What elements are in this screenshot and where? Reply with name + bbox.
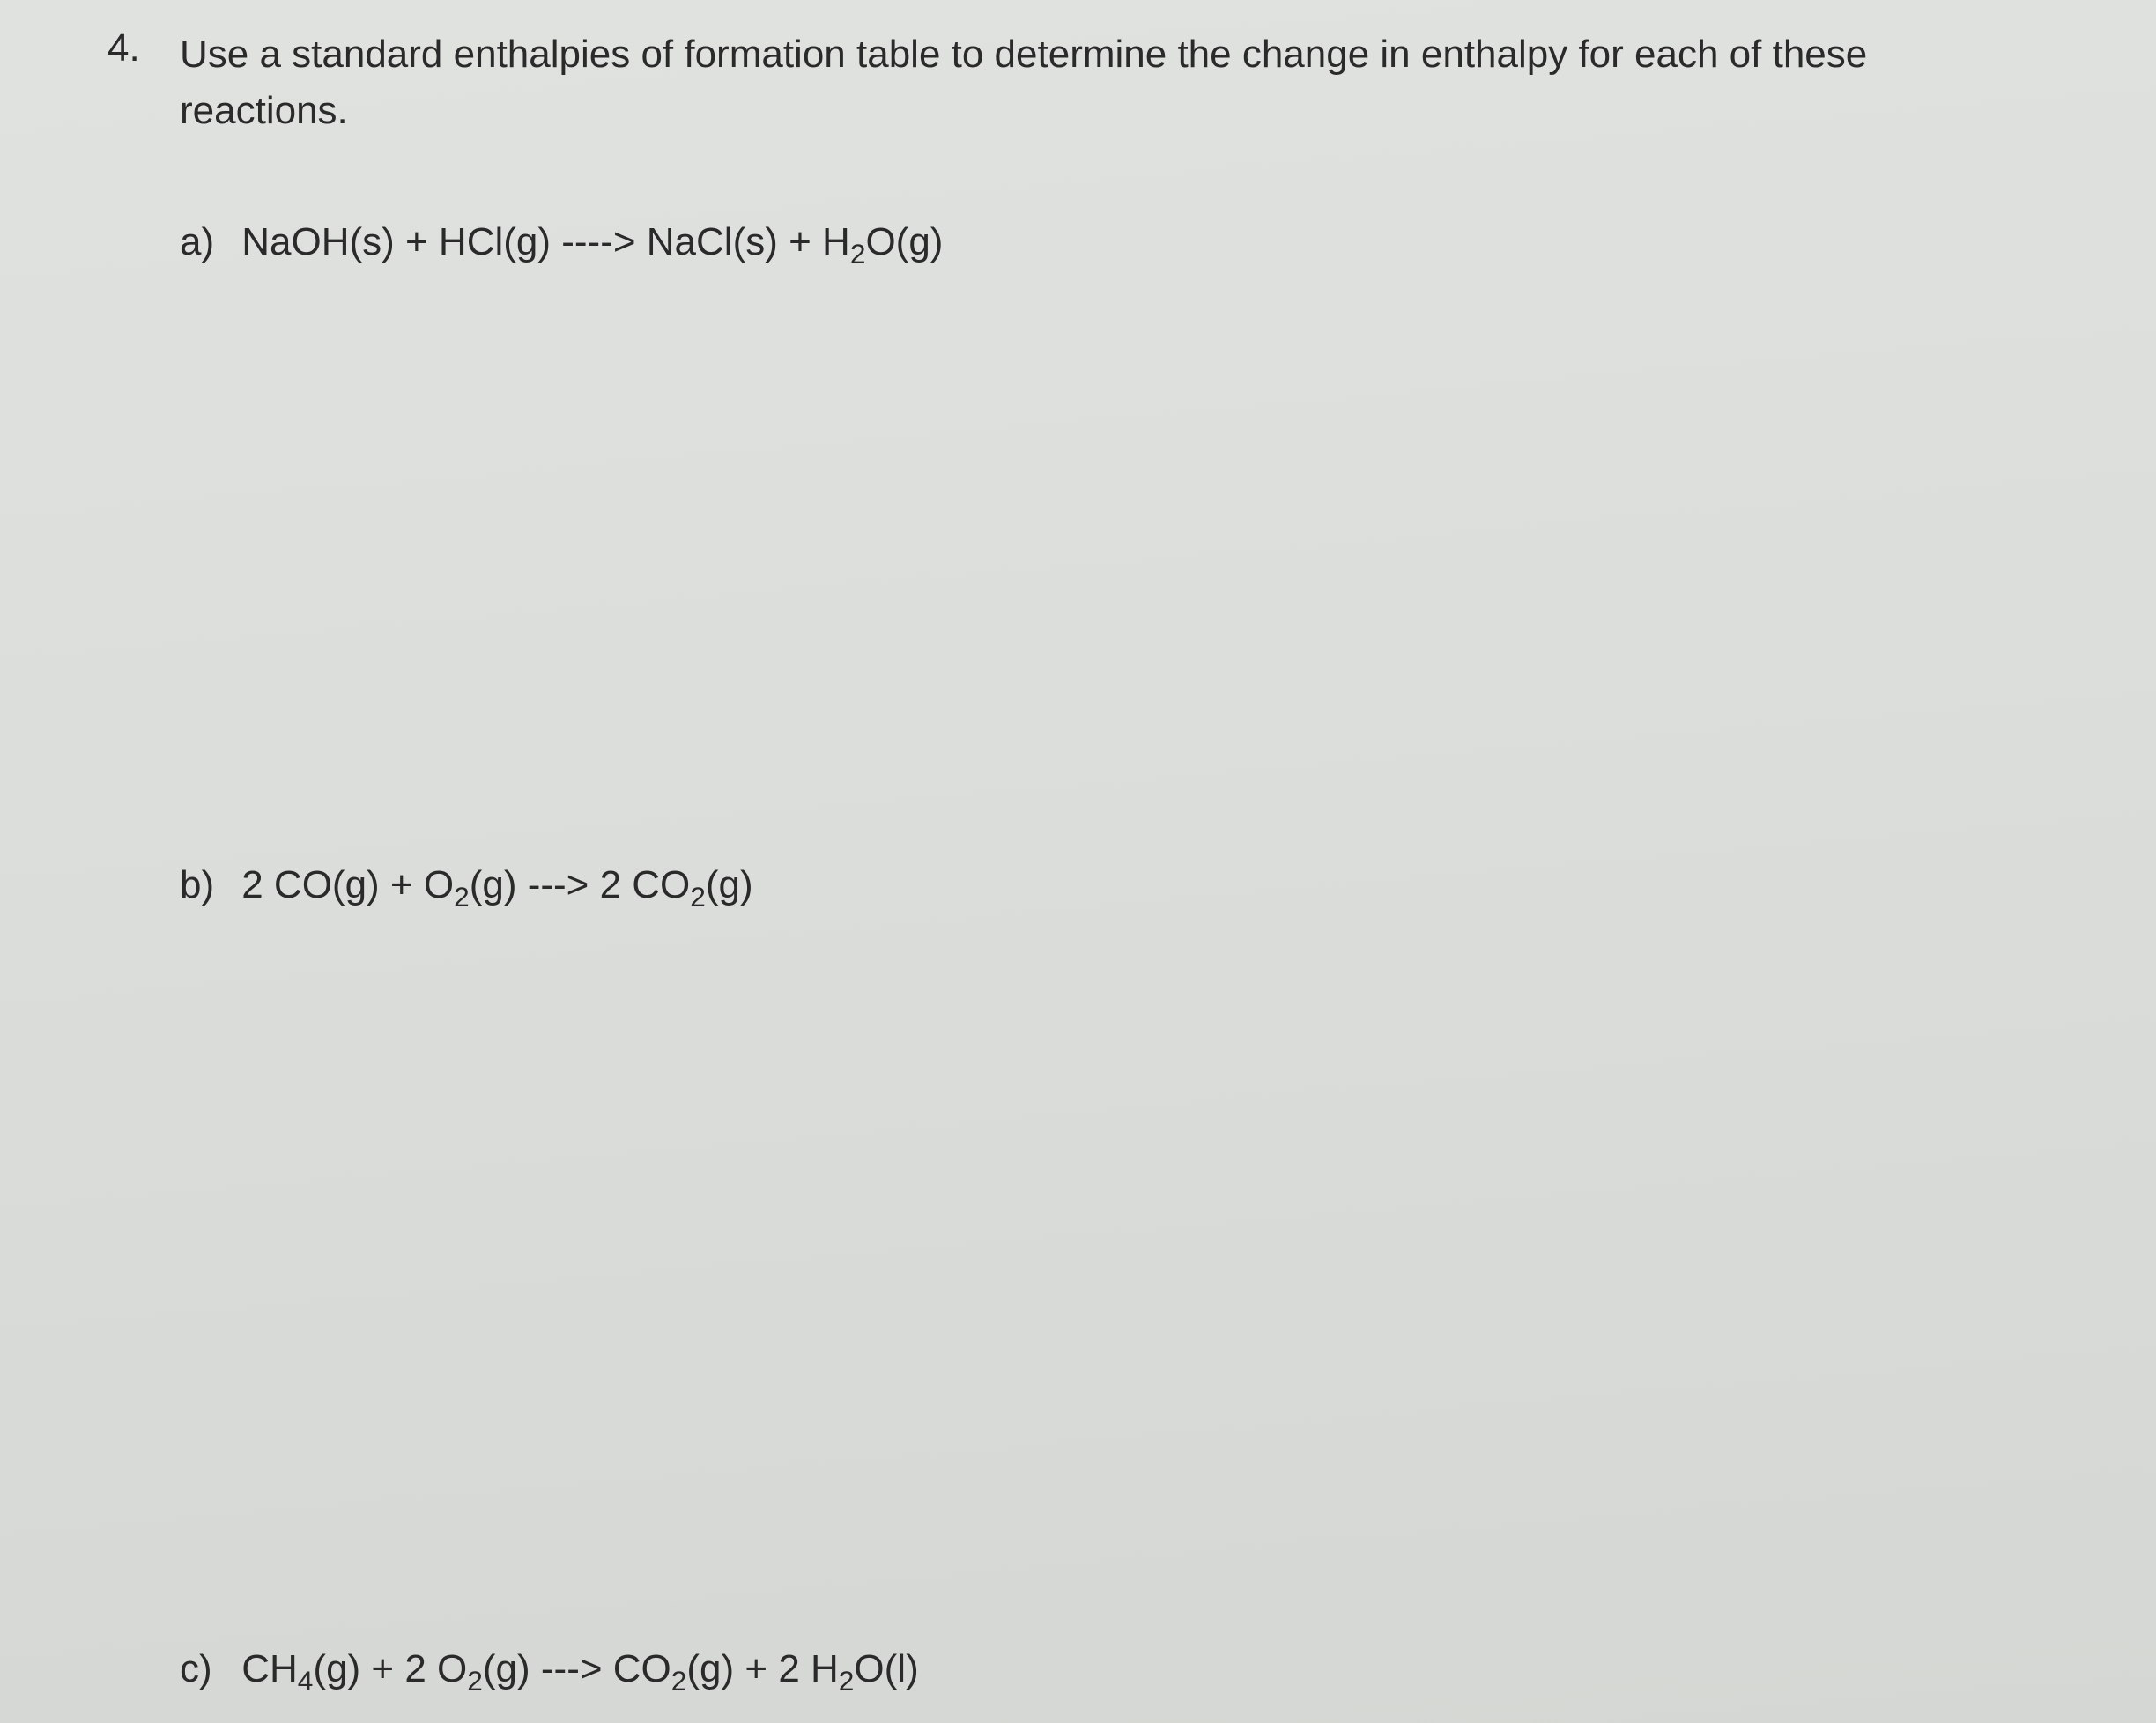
part-c-equation: CH4(g) + 2 O2(g) ---> CO2(g) + 2 H2O(l) [241, 1647, 919, 1690]
part-b-suffix: (g) [706, 863, 753, 906]
question-prompt: Use a standard enthalpies of formation t… [180, 26, 2012, 139]
part-c-mid2: (g) ---> CO [483, 1647, 671, 1690]
part-c-sub1: 4 [298, 1665, 314, 1697]
part-b: b) 2 CO(g) + O2(g) ---> 2 CO2(g) [180, 863, 753, 907]
part-a-sub1: 2 [850, 238, 866, 270]
part-c-mid3: (g) + 2 H [686, 1647, 838, 1690]
part-c: c) CH4(g) + 2 O2(g) ---> CO2(g) + 2 H2O(… [180, 1647, 919, 1691]
part-a-equation: NaOH(s) + HCl(g) ----> NaCl(s) + H2O(g) [241, 220, 943, 263]
part-b-sub2: 2 [690, 881, 706, 913]
part-c-mid1: (g) + 2 O [313, 1647, 467, 1690]
part-b-sub1: 2 [454, 881, 470, 913]
part-c-sub3: 2 [671, 1665, 687, 1697]
part-a-suffix: O(g) [865, 220, 943, 263]
question-number: 4. [107, 26, 140, 70]
part-c-sub2: 2 [467, 1665, 483, 1697]
part-c-prefix: CH [241, 1647, 298, 1690]
part-a-prefix: NaOH(s) + HCl(g) ----> NaCl(s) + H [241, 220, 850, 263]
part-c-suffix: O(l) [854, 1647, 918, 1690]
worksheet-page: 4. Use a standard enthalpies of formatio… [0, 0, 2156, 1723]
part-a: a) NaOH(s) + HCl(g) ----> NaCl(s) + H2O(… [180, 220, 943, 264]
part-b-prefix: 2 CO(g) + O [241, 863, 454, 906]
part-a-label: a) [180, 220, 231, 264]
part-c-label: c) [180, 1647, 231, 1691]
part-b-label: b) [180, 863, 231, 907]
part-b-mid1: (g) ---> 2 CO [470, 863, 691, 906]
part-b-equation: 2 CO(g) + O2(g) ---> 2 CO2(g) [241, 863, 752, 906]
part-c-sub4: 2 [839, 1665, 855, 1697]
